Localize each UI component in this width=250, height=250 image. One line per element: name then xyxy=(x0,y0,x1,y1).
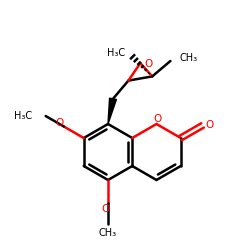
Text: O: O xyxy=(206,120,214,130)
Text: O: O xyxy=(102,204,110,214)
Text: CH₃: CH₃ xyxy=(180,53,198,63)
Text: O: O xyxy=(56,118,64,128)
Text: H₃C: H₃C xyxy=(14,111,32,121)
Polygon shape xyxy=(108,98,116,124)
Text: CH₃: CH₃ xyxy=(99,228,117,238)
Text: O: O xyxy=(144,59,152,69)
Text: O: O xyxy=(153,114,162,124)
Text: H₃C: H₃C xyxy=(108,48,126,58)
